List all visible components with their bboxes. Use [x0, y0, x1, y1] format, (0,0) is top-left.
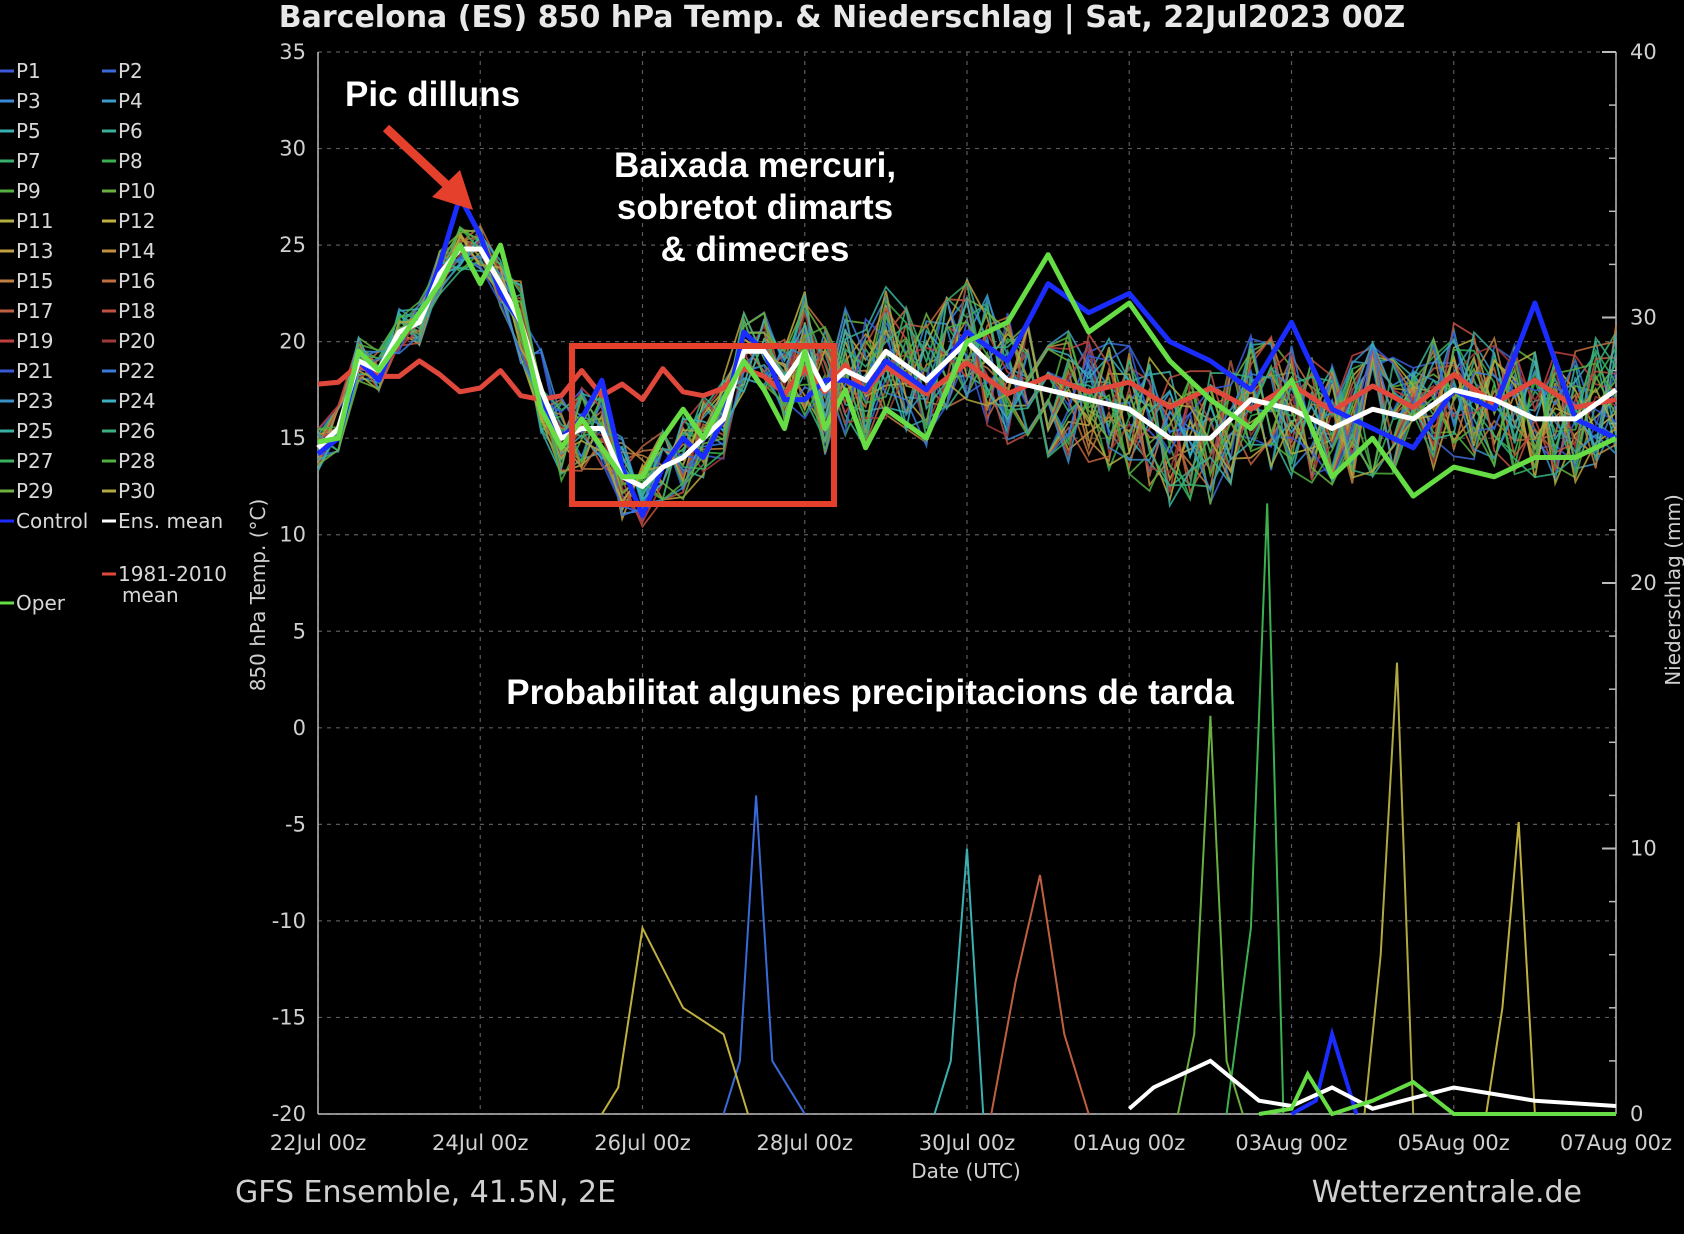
x-tick-label: 01Aug 00z — [1073, 1131, 1185, 1155]
chart-title: Barcelona (ES) 850 hPa Temp. & Niedersch… — [279, 0, 1405, 35]
legend-item-p17-label: P17 — [16, 299, 54, 323]
legend-item-ens-mean-label: Ens. mean — [118, 509, 223, 533]
legend-item-p16-label: P16 — [118, 269, 156, 293]
precip-line-control — [1290, 1026, 1359, 1116]
legend-item-clim-label-line2: mean — [122, 583, 179, 607]
legend-item-p21-label: P21 — [16, 359, 54, 383]
precip-line-p11 — [601, 924, 749, 1115]
y2-tick-label: 40 — [1630, 40, 1657, 64]
legend-item-p9-label: P9 — [16, 179, 41, 203]
y-tick-label: 5 — [293, 619, 306, 643]
y-tick-label: 35 — [279, 40, 306, 64]
legend-item-p10-label: P10 — [118, 179, 156, 203]
x-tick-label: 22Jul 00z — [270, 1131, 366, 1155]
legend-item-p28-label: P28 — [118, 449, 156, 473]
y-tick-label: 15 — [279, 426, 306, 450]
legend-item-p2-label: P2 — [118, 59, 143, 83]
series-line-control — [316, 194, 1618, 518]
precip-line-p17 — [990, 874, 1090, 1115]
legend-item-p14-label: P14 — [118, 239, 156, 263]
y2-axis-title: Niederschlag (mm) — [1661, 494, 1684, 686]
y-tick-label: 25 — [279, 233, 306, 257]
y-tick-label: -10 — [272, 909, 306, 933]
precip-line-oper — [1258, 1069, 1616, 1117]
legend-item-p7-label: P7 — [16, 149, 41, 173]
annotation-arrow-shaft — [382, 124, 456, 194]
y-tick-label: 20 — [279, 330, 306, 354]
legend-item-p24-label: P24 — [118, 389, 156, 413]
precip-line-p2 — [722, 795, 806, 1115]
y2-tick-label: 20 — [1630, 571, 1657, 595]
y-tick-label: -15 — [272, 1005, 306, 1029]
legend-item-p8-label: P8 — [118, 149, 143, 173]
legend-item-oper-label: Oper — [16, 591, 66, 615]
y2-tick-label: 0 — [1630, 1102, 1643, 1126]
legend-item-p3-label: P3 — [16, 89, 41, 113]
legend-item-p18-label: P18 — [118, 299, 156, 323]
precip-line-p5 — [933, 848, 985, 1115]
legend-item-p25-label: P25 — [16, 419, 54, 443]
legend: P1 P2 P3 P4 P5 P6 P7 P8 P9 P10 P11 P12 P13 P14 P15 P16 P… — [0, 59, 227, 615]
legend-item-p6-label: P6 — [118, 119, 143, 143]
legend-item-p15-label: P15 — [16, 269, 54, 293]
legend-item-p20-label: P20 — [118, 329, 156, 353]
annotation-drop-line2: sobretot dimarts — [617, 188, 893, 227]
y-tick-label: -5 — [285, 812, 306, 836]
annotations: Pic dilluns Baixada mercuri, sobretot di… — [345, 75, 1234, 712]
x-tick-label: 07Aug 00z — [1560, 1131, 1672, 1155]
y-tick-label: -20 — [272, 1102, 306, 1126]
precip-line-p12 — [1485, 821, 1536, 1115]
highlight-box — [569, 343, 837, 507]
y-tick-label: 30 — [279, 137, 306, 161]
legend-item-p13-label: P13 — [16, 239, 54, 263]
y-axis-title: 850 hPa Temp. (°C) — [246, 499, 270, 692]
legend-item-p30-label: P30 — [118, 479, 156, 503]
legend-item-clim-label-line1: 1981-2010 — [118, 562, 227, 586]
x-tick-label: 03Aug 00z — [1235, 1131, 1347, 1155]
legend-item-p26-label: P26 — [118, 419, 156, 443]
x-tick-label: 24Jul 00z — [432, 1131, 528, 1155]
precip-line-p8 — [1225, 503, 1285, 1115]
legend-item-p19-label: P19 — [16, 329, 54, 353]
plot-grid — [317, 51, 1617, 1115]
legend-item-p22-label: P22 — [118, 359, 156, 383]
legend-item-control-label: Control — [16, 509, 88, 533]
precipitation-series — [601, 503, 1617, 1117]
x-tick-label: 28Jul 00z — [757, 1131, 853, 1155]
y2-tick-label: 10 — [1630, 837, 1657, 861]
annotation-precipitation: Probabilitat algunes precipitacions de t… — [506, 673, 1234, 712]
legend-item-p12-label: P12 — [118, 209, 156, 233]
y2-tick-label: 30 — [1630, 306, 1657, 330]
footer-source: Wetterzentrale.de — [1312, 1175, 1582, 1210]
precip-line-p10 — [1176, 715, 1244, 1115]
legend-item-p23-label: P23 — [16, 389, 54, 413]
x-tick-label: 26Jul 00z — [594, 1131, 690, 1155]
x-tick-label: 05Aug 00z — [1398, 1131, 1510, 1155]
legend-item-p1-label: P1 — [16, 59, 41, 83]
series-line-oper — [317, 242, 1618, 499]
highlighted-series — [316, 194, 1618, 518]
precip-line-ens-mean — [1127, 1058, 1617, 1111]
x-axis-title: Date (UTC) — [911, 1159, 1020, 1183]
precip-line-p30 — [1363, 662, 1415, 1115]
x-tick-label: 30Jul 00z — [919, 1131, 1015, 1155]
legend-item-p5-label: P5 — [16, 119, 41, 143]
annotation-drop-line3: & dimecres — [661, 230, 850, 269]
legend-item-p27-label: P27 — [16, 449, 54, 473]
y-tick-label: 0 — [293, 716, 306, 740]
annotation-arrow-head — [432, 170, 473, 210]
legend-item-p4-label: P4 — [118, 89, 143, 113]
legend-item-p29-label: P29 — [16, 479, 54, 503]
annotation-drop-line1: Baixada mercuri, — [614, 146, 896, 185]
annotation-peak: Pic dilluns — [345, 75, 520, 114]
plot-axes: 35 30 25 20 15 10 5 0 -5 -10 -15 -20 22Jul 00z 24Jul … — [270, 40, 1672, 1155]
legend-item-p11-label: P11 — [16, 209, 54, 233]
y-tick-label: 10 — [279, 523, 306, 547]
footer-model-info: GFS Ensemble, 41.5N, 2E — [235, 1175, 616, 1210]
